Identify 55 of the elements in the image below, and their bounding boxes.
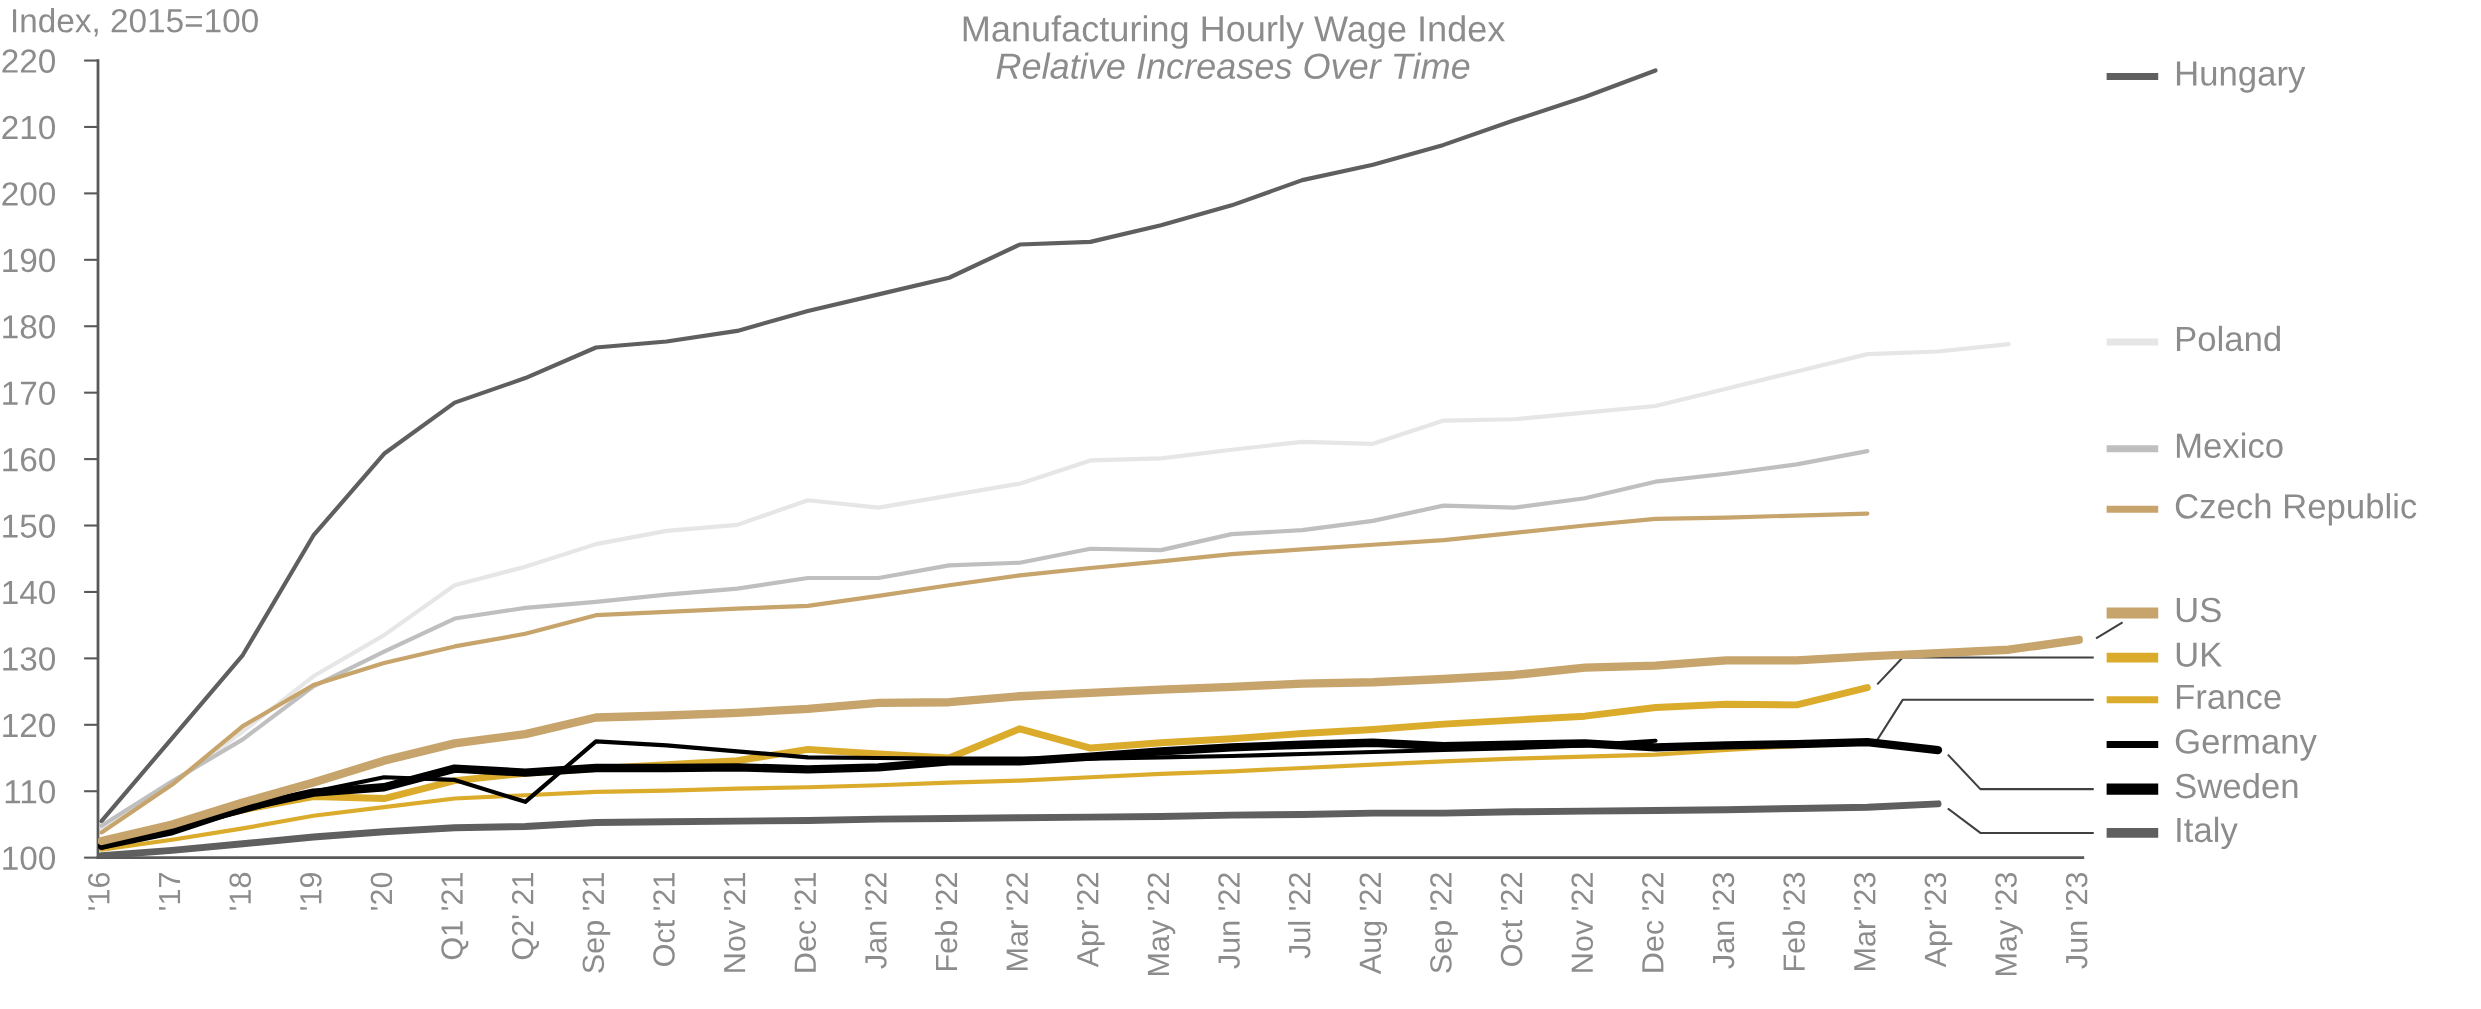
x-tick-label: Apr '22	[1076, 873, 1105, 968]
y-tick-label: 160	[3, 447, 56, 472]
y-tick-label: 130	[3, 647, 56, 671]
x-tick-label: Jan '23	[1712, 872, 1735, 969]
x-tick-label: Q2' 21	[511, 873, 540, 960]
x-tick-label: Apr '23	[1924, 872, 1953, 968]
x-tick-label: Dec '21	[794, 873, 817, 972]
y-tick-label: 220	[2, 49, 56, 73]
y-tick-label: 140	[3, 580, 56, 605]
legend-label: Germany	[2175, 729, 2317, 761]
legend-label: France	[2176, 684, 2281, 710]
y-tick-label: 150	[3, 514, 56, 538]
x-tick-label: '19	[300, 872, 322, 910]
x-tick-label: May '22	[1147, 873, 1176, 976]
y-tick-label: 170	[3, 381, 56, 406]
legend-label: UK	[2176, 642, 2222, 667]
x-tick-label: '20	[370, 872, 393, 910]
y-tick-label: 210	[2, 115, 56, 140]
y-tick-label: 190	[3, 248, 56, 273]
y-tick-label: 200	[2, 182, 56, 206]
x-tick-label: Feb '22	[934, 873, 958, 970]
x-tick-label: '18	[229, 872, 251, 910]
x-tick-label: Dec '22	[1642, 873, 1664, 972]
x-tick-label: Q1 '21	[441, 873, 469, 960]
y-tick-label: 120	[3, 713, 56, 738]
x-tick-label: '16	[88, 872, 110, 910]
x-tick-label: Sep '22	[1430, 873, 1458, 973]
x-tick-label: '17	[159, 873, 181, 910]
y-tick-label: 110	[5, 780, 56, 804]
x-tick-label: Jan '22	[865, 873, 887, 969]
x-tick-label: Nov '21	[723, 873, 746, 972]
x-tick-label: Jun '22	[1218, 873, 1240, 969]
legend-label: Mexico	[2176, 432, 2283, 459]
legend-label: Italy	[2177, 816, 2238, 850]
x-tick-label: Jun '23	[2065, 872, 2088, 969]
x-tick-label: Jul '22	[1288, 873, 1311, 959]
x-tick-label: Mar '22	[1006, 873, 1028, 970]
chart-subtitle: Relative Increases Over Time	[996, 52, 1470, 79]
x-tick-label: Feb '23	[1782, 872, 1805, 970]
x-tick-label: Oct '22	[1500, 873, 1523, 966]
x-tick-label: Sep '21	[582, 873, 611, 973]
y-axis-title: Index, 2015=100	[13, 8, 258, 37]
legend-label: Czech Republic	[2175, 493, 2417, 526]
legend-label: Hungary	[2176, 61, 2306, 93]
x-tick-label: Nov '22	[1571, 873, 1594, 972]
x-tick-label: Oct '21	[653, 873, 675, 966]
chart-title: Manufacturing Hourly Wage Index	[963, 15, 1505, 49]
x-tick-label: Aug '22	[1359, 873, 1388, 975]
y-tick-label: 180	[3, 315, 56, 339]
y-tick-label: 100	[3, 846, 56, 871]
legend-label: Poland	[2176, 325, 2280, 352]
x-tick-label: Mar '23	[1853, 872, 1876, 970]
x-tick-label: May '23	[1995, 872, 2023, 976]
legend-label: Sweden	[2175, 772, 2298, 799]
legend-label: US	[2176, 597, 2221, 623]
